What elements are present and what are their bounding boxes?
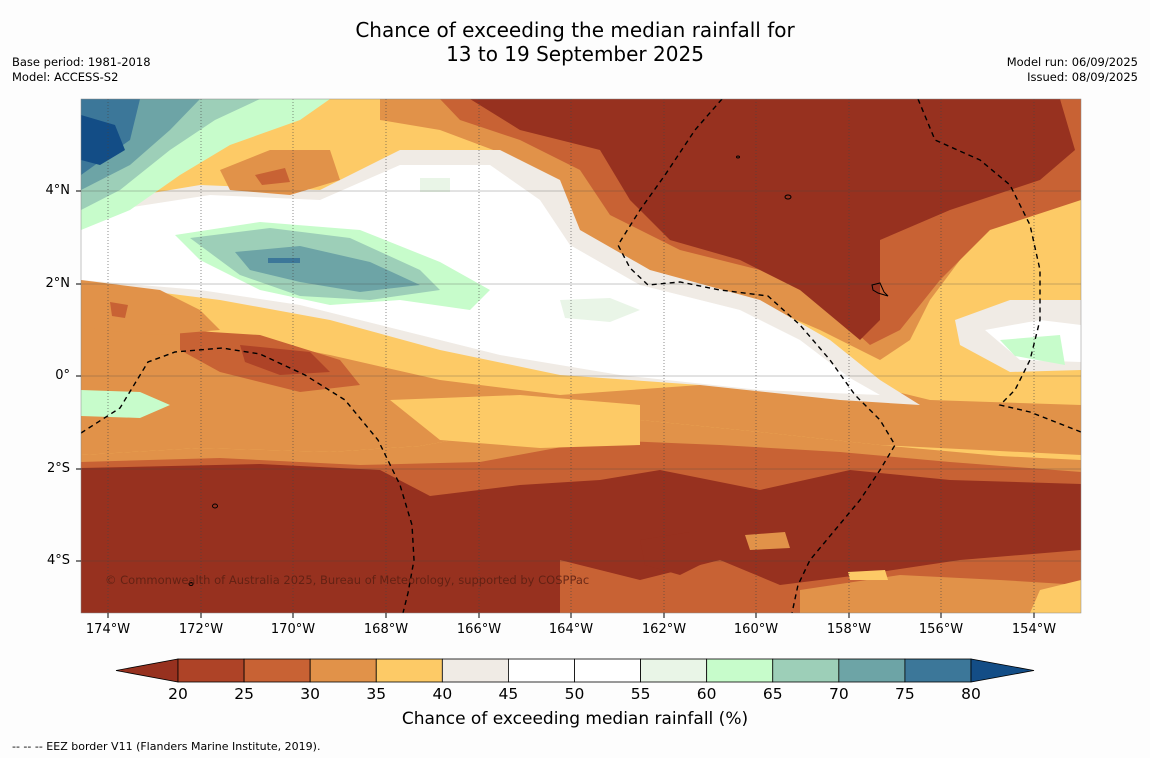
- colorbar-under-arrow: [115, 658, 179, 683]
- colorbar-tick: 65: [762, 685, 783, 703]
- band-60-65-east: [1000, 335, 1065, 365]
- colorbar: [115, 658, 1035, 683]
- colorbar-segment: [706, 658, 774, 683]
- lon-label-162w: 162°W: [641, 622, 687, 637]
- model-name: Model: ACCESS-S2: [12, 70, 119, 84]
- band-35-40-corner: [1030, 580, 1081, 613]
- model-run: Model run: 06/09/2025: [1006, 55, 1138, 69]
- colorbar-tick: 20: [168, 685, 188, 703]
- chart-title: Chance of exceeding the median rainfall …: [0, 18, 1150, 66]
- colorbar-tick: 30: [300, 685, 321, 703]
- band-25-30-west-spot: [110, 302, 128, 318]
- band-45-55-central: [81, 165, 880, 395]
- parallels: [81, 190, 1081, 562]
- band-under-20-spot: [640, 532, 710, 575]
- map-frame: [80, 98, 1082, 614]
- colorbar-tick: 40: [432, 685, 453, 703]
- band-35-40-equator-patch: [390, 395, 640, 448]
- colorbar-segment: [772, 658, 840, 683]
- island: [212, 503, 218, 509]
- island: [784, 194, 792, 200]
- eez-border-east: [917, 99, 1081, 433]
- colorbar-segment: [508, 658, 575, 683]
- title-line-1: Chance of exceeding the median rainfall …: [355, 18, 795, 42]
- band-30-35-southeast: [800, 575, 1081, 613]
- lon-label-160w: 160°W: [733, 622, 779, 637]
- title-line-2: 13 to 19 September 2025: [446, 42, 704, 66]
- eez-footnote: -- -- -- EEZ border V11 (Flanders Marine…: [12, 740, 321, 753]
- band-55-60-north: [420, 178, 450, 192]
- lon-label-170w: 170°W: [270, 622, 316, 637]
- copyright-notice: © Commonwealth of Australia 2025, Bureau…: [105, 573, 590, 587]
- lat-label-equator: 0°: [55, 368, 70, 383]
- island: [871, 282, 889, 297]
- band-under-20-northeast: [470, 99, 1075, 340]
- model-info: Base period: 1981-2018 Model: ACCESS-S2: [12, 55, 151, 85]
- colorbar-segment: [243, 658, 311, 683]
- lon-label-156w: 156°W: [918, 622, 964, 637]
- lat-label-2s: 2°S: [46, 461, 70, 476]
- band-30-35-spot: [745, 532, 790, 550]
- band-25-30-patch: [255, 168, 290, 185]
- colorbar-over-arrow: [970, 658, 1035, 683]
- lon-label-172w: 172°W: [178, 622, 224, 637]
- colorbar-tick: 60: [696, 685, 717, 703]
- eez-borders: [81, 99, 1081, 613]
- island: [188, 582, 194, 586]
- lon-label-154w: 154°W: [1011, 622, 1057, 637]
- band-35-40-spot: [848, 570, 888, 580]
- colorbar-tick: 25: [234, 685, 254, 703]
- colorbar-tick: 70: [828, 685, 849, 703]
- band-55-60-central: [560, 298, 640, 322]
- base-period: Base period: 1981-2018: [12, 55, 151, 69]
- colorbar-segment: [309, 658, 377, 683]
- issued-date: Issued: 08/09/2025: [1027, 70, 1138, 84]
- colorbar-segment: [441, 658, 509, 683]
- colorbar-label: Chance of exceeding median rainfall (%): [401, 709, 749, 729]
- colorbar-segment: [574, 658, 641, 683]
- colorbar-segment: [640, 658, 708, 683]
- lat-label-4n: 4°N: [45, 183, 71, 198]
- colorbar-tick: 75: [895, 685, 915, 703]
- lon-label-174w: 174°W: [85, 622, 131, 637]
- rainfall-field: [81, 99, 1081, 613]
- band-under-20-south: [81, 464, 1081, 613]
- band-30-35-equator: [81, 300, 1081, 455]
- lon-label-166w: 166°W: [456, 622, 502, 637]
- island: [736, 155, 740, 159]
- band-75-80-blob: [268, 258, 300, 263]
- eez-border-central: [617, 99, 896, 613]
- lon-label-158w: 158°W: [826, 622, 872, 637]
- colorbar-tick: 55: [630, 685, 651, 703]
- band-30-35-west: [81, 280, 220, 335]
- colorbar-tick: 35: [366, 685, 387, 703]
- band-60-65-west: [81, 390, 170, 418]
- band-70-75-blob: [235, 246, 420, 292]
- colorbar-segment: [838, 658, 906, 683]
- lat-label-4s: 4°S: [46, 553, 70, 568]
- band-20-25-west-equator: [240, 345, 330, 375]
- colorbar-segment: [177, 658, 245, 683]
- band-over-80-northwest: [81, 115, 125, 165]
- lon-label-164w: 164°W: [548, 622, 594, 637]
- colorbar-segment: [904, 658, 972, 683]
- run-info: Model run: 06/09/2025 Issued: 08/09/2025: [1007, 55, 1138, 85]
- colorbar-tick: 45: [498, 685, 519, 703]
- colorbar-tick: 50: [564, 685, 585, 703]
- colorbar-tick: 80: [961, 685, 981, 703]
- lon-label-168w: 168°W: [363, 622, 409, 637]
- islands: [188, 155, 889, 586]
- lat-label-2n: 2°N: [45, 276, 71, 291]
- colorbar-segment: [375, 658, 443, 683]
- axis-ticks: [76, 190, 1035, 618]
